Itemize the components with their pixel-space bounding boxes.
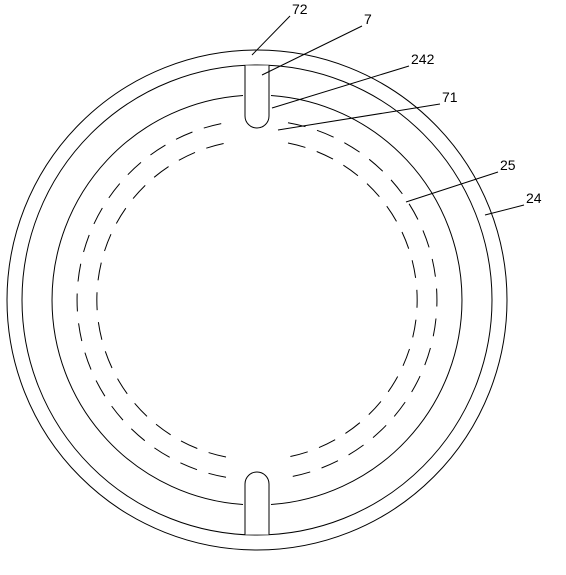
label-24: 24 [526, 190, 542, 206]
ring-2 [22, 65, 492, 535]
dashed-inner-group [97, 143, 417, 457]
dashed-outer-group [77, 123, 437, 478]
ring-3-right-arc [271, 95, 462, 504]
dashed-inner-left [97, 143, 226, 457]
label-72: 72 [292, 1, 308, 17]
leader-lines [252, 16, 524, 215]
leader-25 [406, 172, 498, 202]
top-tab-outline [245, 65, 269, 128]
ring-3-group [52, 95, 462, 504]
top-tab [245, 65, 269, 128]
label-7: 7 [364, 11, 372, 27]
ring-3-left-arc [52, 95, 243, 504]
leader-72 [252, 16, 290, 55]
dashed-outer-right [288, 123, 437, 478]
bottom-tab-outline [245, 472, 269, 535]
label-25: 25 [500, 157, 516, 173]
label-242: 242 [411, 51, 435, 67]
technical-diagram: 72 7 242 71 25 24 [0, 0, 566, 575]
leader-24 [485, 205, 524, 215]
labels: 72 7 242 71 25 24 [292, 1, 542, 206]
bottom-tab [245, 472, 269, 535]
dashed-inner-right [288, 143, 417, 457]
dashed-outer-left [77, 123, 226, 478]
label-71: 71 [442, 89, 458, 105]
